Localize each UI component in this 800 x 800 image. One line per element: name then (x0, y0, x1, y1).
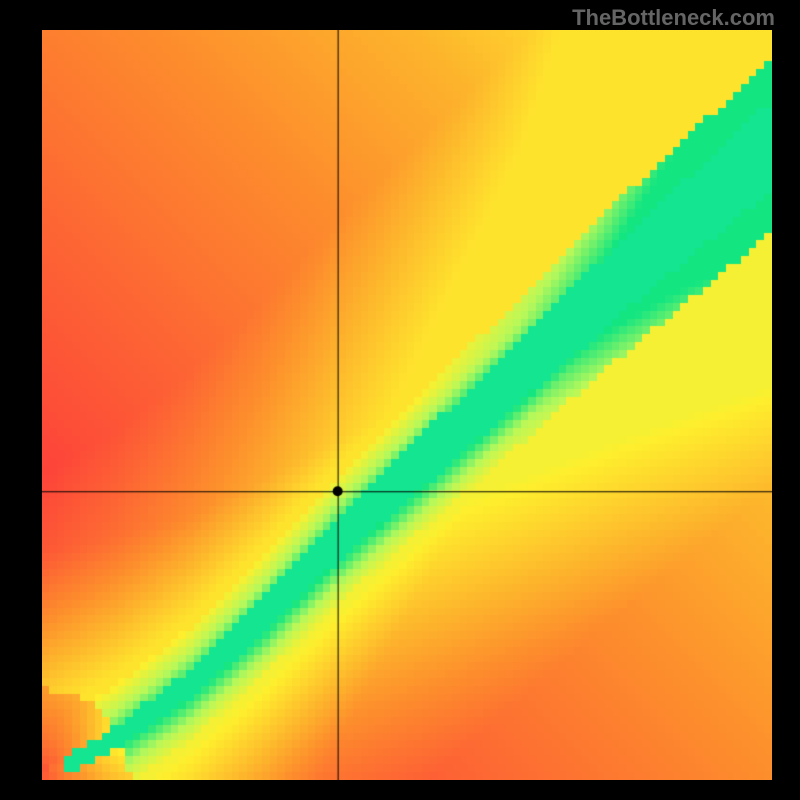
bottleneck-heatmap (42, 30, 772, 780)
watermark-text: TheBottleneck.com (572, 5, 775, 31)
chart-container: TheBottleneck.com (0, 0, 800, 800)
